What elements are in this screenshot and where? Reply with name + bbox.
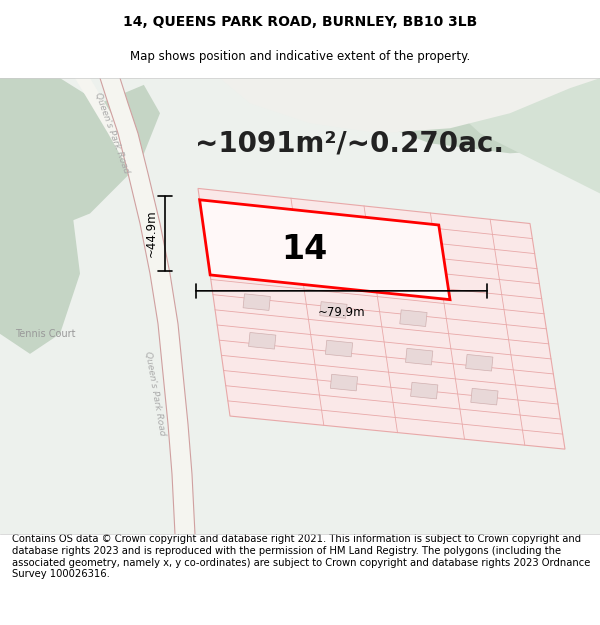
Text: Contains OS data © Crown copyright and database right 2021. This information is : Contains OS data © Crown copyright and d… — [12, 534, 590, 579]
Polygon shape — [248, 332, 276, 349]
Polygon shape — [100, 78, 195, 534]
Polygon shape — [400, 310, 427, 326]
Polygon shape — [237, 253, 265, 269]
Polygon shape — [200, 200, 450, 299]
Polygon shape — [280, 78, 600, 153]
Polygon shape — [388, 228, 415, 245]
Polygon shape — [331, 374, 358, 391]
Text: Queen's Park Road: Queen's Park Road — [143, 351, 167, 437]
Polygon shape — [471, 388, 498, 405]
Text: Queen's Park Road: Queen's Park Road — [93, 92, 131, 175]
Polygon shape — [232, 212, 259, 229]
Polygon shape — [0, 78, 80, 354]
Text: 14, QUEENS PARK ROAD, BURNLEY, BB10 3LB: 14, QUEENS PARK ROAD, BURNLEY, BB10 3LB — [123, 15, 477, 29]
Polygon shape — [230, 78, 530, 118]
Polygon shape — [466, 354, 493, 371]
Polygon shape — [314, 261, 341, 278]
Text: 14: 14 — [281, 233, 328, 266]
Polygon shape — [198, 188, 565, 449]
Polygon shape — [243, 294, 271, 311]
Polygon shape — [410, 382, 438, 399]
Polygon shape — [75, 78, 155, 194]
Text: Tennis Court: Tennis Court — [15, 329, 75, 339]
Polygon shape — [60, 78, 160, 103]
Polygon shape — [220, 78, 600, 133]
Polygon shape — [0, 78, 160, 234]
Text: ~1091m²/~0.270ac.: ~1091m²/~0.270ac. — [196, 129, 505, 158]
Polygon shape — [420, 78, 600, 194]
Text: Map shows position and indicative extent of the property.: Map shows position and indicative extent… — [130, 50, 470, 62]
Polygon shape — [308, 220, 335, 237]
Polygon shape — [406, 348, 433, 365]
Text: ~79.9m: ~79.9m — [317, 306, 365, 319]
Text: ~44.9m: ~44.9m — [145, 210, 157, 258]
Polygon shape — [325, 340, 353, 357]
Polygon shape — [320, 302, 347, 318]
